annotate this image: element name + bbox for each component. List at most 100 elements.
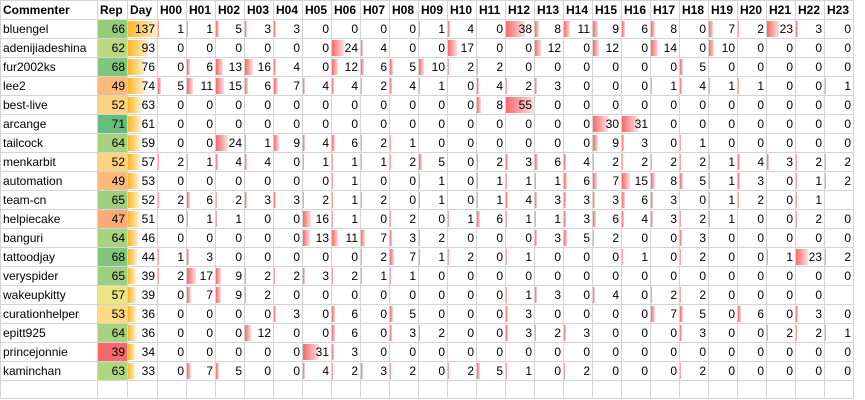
hour-cell[interactable]: 1	[679, 133, 709, 153]
day-cell[interactable]: 76	[127, 57, 158, 77]
hour-cell[interactable]: 11	[331, 228, 361, 248]
hour-cell[interactable]: 0	[534, 57, 564, 77]
commenter-cell[interactable]: best-live	[0, 95, 98, 115]
hour-cell[interactable]: 3	[679, 228, 709, 248]
hour-cell[interactable]: 10	[708, 38, 738, 58]
hour-cell[interactable]: 0	[302, 285, 332, 305]
empty-cell[interactable]	[0, 380, 98, 399]
hour-cell[interactable]: 1	[650, 76, 680, 96]
hour-cell[interactable]: 16	[302, 209, 332, 229]
hour-cell[interactable]: 0	[360, 95, 390, 115]
hour-cell[interactable]: 2	[157, 190, 187, 210]
hour-cell[interactable]: 0	[708, 57, 738, 77]
hour-cell[interactable]: 0	[766, 133, 796, 153]
header-cell[interactable]: H21	[766, 0, 796, 20]
header-cell[interactable]: H15	[592, 0, 622, 20]
hour-cell[interactable]: 0	[186, 342, 216, 362]
hour-cell[interactable]: 1	[244, 133, 274, 153]
hour-cell[interactable]: 2	[447, 247, 477, 267]
hour-cell[interactable]: 3	[505, 304, 535, 324]
hour-cell[interactable]: 0	[650, 228, 680, 248]
hour-cell[interactable]: 3	[534, 285, 564, 305]
header-cell[interactable]: Day	[127, 0, 158, 20]
empty-cell[interactable]	[650, 380, 680, 399]
hour-cell[interactable]: 0	[418, 266, 448, 286]
hour-cell[interactable]: 0	[273, 285, 303, 305]
hour-cell[interactable]: 3	[679, 323, 709, 343]
hour-cell[interactable]: 0	[157, 38, 187, 58]
hour-cell[interactable]: 0	[273, 152, 303, 172]
hour-cell[interactable]: 7	[650, 304, 680, 324]
hour-cell[interactable]: 0	[621, 361, 651, 381]
hour-cell[interactable]: 0	[157, 171, 187, 191]
rep-cell[interactable]: 63	[97, 361, 128, 381]
hour-cell[interactable]: 0	[563, 95, 593, 115]
hour-cell[interactable]: 1	[766, 247, 796, 267]
hour-cell[interactable]: 1	[331, 152, 361, 172]
empty-cell[interactable]	[302, 380, 332, 399]
hour-cell[interactable]: 0	[505, 342, 535, 362]
hour-cell[interactable]: 0	[360, 114, 390, 134]
hour-cell[interactable]: 2	[505, 76, 535, 96]
hour-cell[interactable]: 0	[447, 171, 477, 191]
rep-cell[interactable]: 52	[97, 152, 128, 172]
hour-cell[interactable]: 0	[795, 95, 825, 115]
hour-cell[interactable]: 7	[592, 171, 622, 191]
hour-cell[interactable]: 6	[534, 152, 564, 172]
hour-cell[interactable]: 0	[273, 38, 303, 58]
hour-cell[interactable]: 2	[824, 152, 854, 172]
empty-cell[interactable]	[737, 380, 767, 399]
commenter-cell[interactable]: bluengel	[0, 19, 98, 39]
commenter-cell[interactable]: banguri	[0, 228, 98, 248]
hour-cell[interactable]: 0	[708, 285, 738, 305]
hour-cell[interactable]: 0	[244, 247, 274, 267]
hour-cell[interactable]: 0	[244, 209, 274, 229]
hour-cell[interactable]: 0	[476, 114, 506, 134]
day-cell[interactable]: 137	[127, 19, 158, 39]
rep-cell[interactable]: 66	[97, 19, 128, 39]
header-cell[interactable]: H05	[302, 0, 332, 20]
hour-cell[interactable]: 2	[215, 190, 245, 210]
hour-cell[interactable]: 0	[650, 95, 680, 115]
hour-cell[interactable]: 0	[621, 76, 651, 96]
hour-cell[interactable]: 7	[708, 19, 738, 39]
rep-cell[interactable]: 65	[97, 266, 128, 286]
hour-cell[interactable]: 0	[215, 38, 245, 58]
empty-cell[interactable]	[389, 380, 419, 399]
header-cell[interactable]: H16	[621, 0, 651, 20]
hour-cell[interactable]: 12	[331, 57, 361, 77]
hour-cell[interactable]: 0	[621, 342, 651, 362]
day-cell[interactable]: 57	[127, 152, 158, 172]
hour-cell[interactable]: 0	[708, 114, 738, 134]
hour-cell[interactable]: 2	[737, 190, 767, 210]
hour-cell[interactable]: 2	[476, 152, 506, 172]
header-cell[interactable]: H02	[215, 0, 245, 20]
header-cell[interactable]: Commenter	[0, 0, 98, 20]
hour-cell[interactable]: 1	[418, 76, 448, 96]
hour-cell[interactable]: 0	[766, 38, 796, 58]
hour-cell[interactable]: 0	[563, 266, 593, 286]
hour-cell[interactable]	[824, 190, 854, 210]
hour-cell[interactable]: 0	[418, 95, 448, 115]
hour-cell[interactable]: 3	[389, 228, 419, 248]
hour-cell[interactable]: 0	[302, 38, 332, 58]
hour-cell[interactable]: 6	[563, 171, 593, 191]
hour-cell[interactable]: 13	[215, 57, 245, 77]
hour-cell[interactable]: 0	[447, 228, 477, 248]
hour-cell[interactable]: 0	[737, 266, 767, 286]
hour-cell[interactable]: 0	[650, 247, 680, 267]
commenter-cell[interactable]: arcange	[0, 114, 98, 134]
hour-cell[interactable]: 4	[447, 19, 477, 39]
hour-cell[interactable]: 1	[795, 190, 825, 210]
hour-cell[interactable]: 0	[331, 19, 361, 39]
hour-cell[interactable]: 12	[534, 38, 564, 58]
hour-cell[interactable]: 0	[447, 190, 477, 210]
hour-cell[interactable]: 3	[563, 323, 593, 343]
hour-cell[interactable]: 0	[331, 247, 361, 267]
hour-cell[interactable]: 0	[650, 342, 680, 362]
hour-cell[interactable]: 0	[244, 95, 274, 115]
hour-cell[interactable]: 0	[418, 361, 448, 381]
hour-cell[interactable]: 24	[215, 133, 245, 153]
hour-cell[interactable]: 0	[157, 323, 187, 343]
hour-cell[interactable]: 0	[795, 57, 825, 77]
